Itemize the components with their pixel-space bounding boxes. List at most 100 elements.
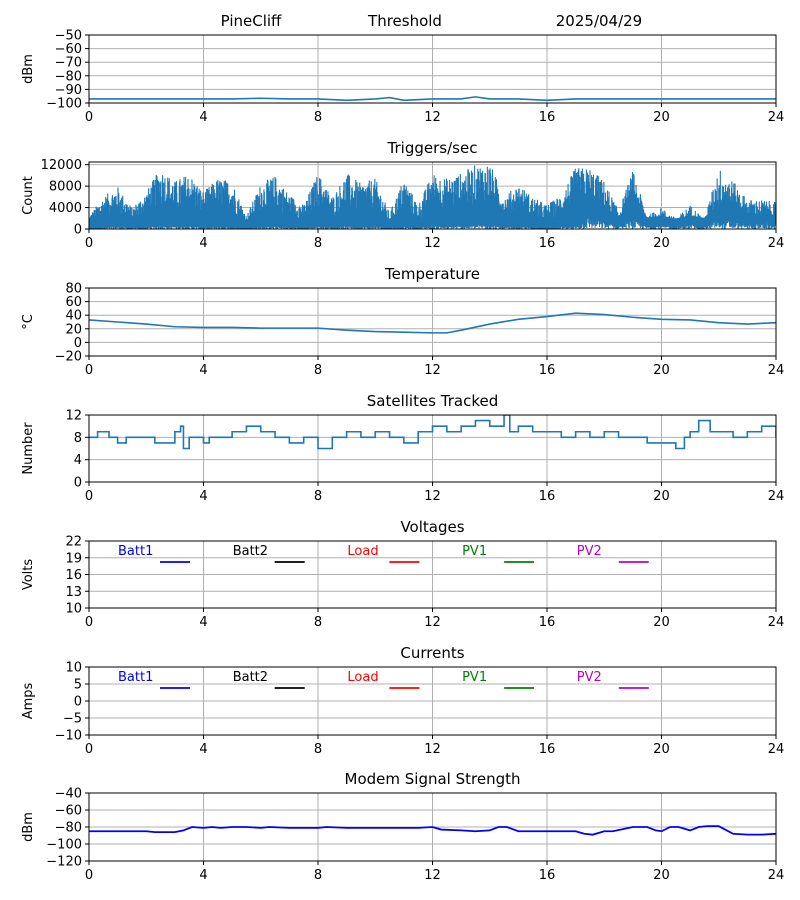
legend-label: Load xyxy=(347,544,378,559)
series-group xyxy=(89,165,776,229)
y-tick-label: −40 xyxy=(55,787,82,802)
x-tick-label: 12 xyxy=(424,236,441,251)
legend-label: PV2 xyxy=(577,670,602,685)
x-tick-label: 4 xyxy=(199,489,207,504)
y-tick-label: 8000 xyxy=(49,180,82,195)
x-tick-label: 24 xyxy=(768,489,785,504)
y-tick-label: 4000 xyxy=(49,201,82,216)
series-line xyxy=(89,825,776,836)
series-baseline-band xyxy=(89,206,776,226)
y-tick-label: 22 xyxy=(65,535,82,550)
y-tick-label: −100 xyxy=(46,838,82,853)
y-tick-label: −70 xyxy=(55,56,82,71)
chart-title: Currents xyxy=(400,644,464,662)
y-tick-label: −100 xyxy=(46,97,82,112)
y-tick-label: −80 xyxy=(55,821,82,836)
y-tick-label: 10 xyxy=(65,602,82,617)
series-line xyxy=(89,96,776,102)
x-tick-label: 12 xyxy=(424,489,441,504)
chart-modem: 0 4 8 12 16 20 24 −120 −100 −80 −60 −40 Modem Signal… xyxy=(21,770,784,883)
x-tick-label: 24 xyxy=(768,363,785,378)
x-tick-label: 8 xyxy=(314,110,322,125)
y-tick-label: 12 xyxy=(65,409,82,424)
x-tick-label: 16 xyxy=(539,363,556,378)
x-tick-label: 0 xyxy=(85,742,93,757)
x-tick-label: 24 xyxy=(768,110,785,125)
y-tick-label: 0 xyxy=(74,336,82,351)
y-tick-label: −60 xyxy=(55,804,82,819)
x-tick-label: 20 xyxy=(653,236,670,251)
series-group xyxy=(89,312,776,334)
y-axis-label: Amps xyxy=(21,682,36,719)
x-tick-label: 20 xyxy=(653,363,670,378)
y-axis-label: dBm xyxy=(21,54,36,84)
chart-title: Temperature xyxy=(384,265,480,283)
y-tick-label: 19 xyxy=(65,551,82,566)
y-tick-label: 4 xyxy=(74,453,82,468)
header-date: 2025/04/29 xyxy=(556,12,642,30)
series-group xyxy=(89,415,776,450)
x-tick-label: 16 xyxy=(539,742,556,757)
y-tick-label: 40 xyxy=(65,309,82,324)
y-tick-label: 0 xyxy=(74,476,82,491)
x-tick-label: 8 xyxy=(314,489,322,504)
x-tick-label: 20 xyxy=(653,868,670,883)
x-tick-label: 24 xyxy=(768,615,785,630)
chart-title: Satellites Tracked xyxy=(367,392,498,410)
series-group xyxy=(89,96,776,102)
x-tick-label: 0 xyxy=(85,615,93,630)
y-tick-label: 20 xyxy=(65,322,82,337)
y-tick-label: 5 xyxy=(74,678,82,693)
legend-label: Batt1 xyxy=(118,544,153,559)
legend-label: PV1 xyxy=(462,670,487,685)
series-line xyxy=(89,415,776,450)
x-tick-label: 12 xyxy=(424,363,441,378)
y-tick-label: −90 xyxy=(55,83,82,98)
x-tick-label: 0 xyxy=(85,363,93,378)
y-tick-label: 0 xyxy=(74,695,82,710)
x-tick-label: 12 xyxy=(424,868,441,883)
series-group xyxy=(89,825,776,836)
y-tick-label: 10 xyxy=(65,661,82,676)
y-axis-label: Count xyxy=(21,176,36,215)
y-tick-label: −60 xyxy=(55,42,82,57)
x-tick-label: 24 xyxy=(768,868,785,883)
legend-label: Batt2 xyxy=(233,670,268,685)
y-axis-label: dBm xyxy=(21,812,36,842)
x-tick-label: 4 xyxy=(199,363,207,378)
legend-label: PV2 xyxy=(577,544,602,559)
x-tick-label: 0 xyxy=(85,868,93,883)
y-tick-label: −10 xyxy=(55,729,82,744)
x-tick-label: 8 xyxy=(314,615,322,630)
y-tick-label: 0 xyxy=(74,223,82,238)
chart-triggers: 0 4 8 12 16 20 24 0 4000 8000 12000 Triggers/sec Cou… xyxy=(21,139,784,251)
header-station: PineCliff xyxy=(221,12,282,30)
chart-satellites: 0 4 8 12 16 20 24 0 4 8 12 Satellites Tracked Number xyxy=(21,392,784,504)
legend-label: PV1 xyxy=(462,544,487,559)
x-tick-label: 16 xyxy=(539,615,556,630)
x-tick-label: 0 xyxy=(85,110,93,125)
legend-label: Batt2 xyxy=(233,544,268,559)
x-tick-label: 20 xyxy=(653,742,670,757)
x-tick-label: 0 xyxy=(85,489,93,504)
y-tick-label: −50 xyxy=(55,29,82,44)
y-tick-label: 8 xyxy=(74,431,82,446)
legend-label: Batt1 xyxy=(118,670,153,685)
chart-title: Modem Signal Strength xyxy=(345,770,521,788)
x-tick-label: 8 xyxy=(314,742,322,757)
x-tick-label: 4 xyxy=(199,742,207,757)
x-tick-label: 12 xyxy=(424,615,441,630)
x-tick-label: 16 xyxy=(539,868,556,883)
x-tick-label: 24 xyxy=(768,742,785,757)
x-tick-label: 0 xyxy=(85,236,93,251)
x-tick-label: 8 xyxy=(314,363,322,378)
x-tick-label: 16 xyxy=(539,110,556,125)
x-tick-label: 20 xyxy=(653,615,670,630)
chart-voltages: Batt1 Batt2 Load PV1 PV2 0 4 8 12 16 20 24 10 13 16 192… xyxy=(21,518,784,630)
legend-label: Load xyxy=(347,670,378,685)
chart-threshold: 0 4 8 12 16 20 24 −50−60−70−80−90−100 dBm xyxy=(21,29,784,126)
x-tick-label: 20 xyxy=(653,489,670,504)
